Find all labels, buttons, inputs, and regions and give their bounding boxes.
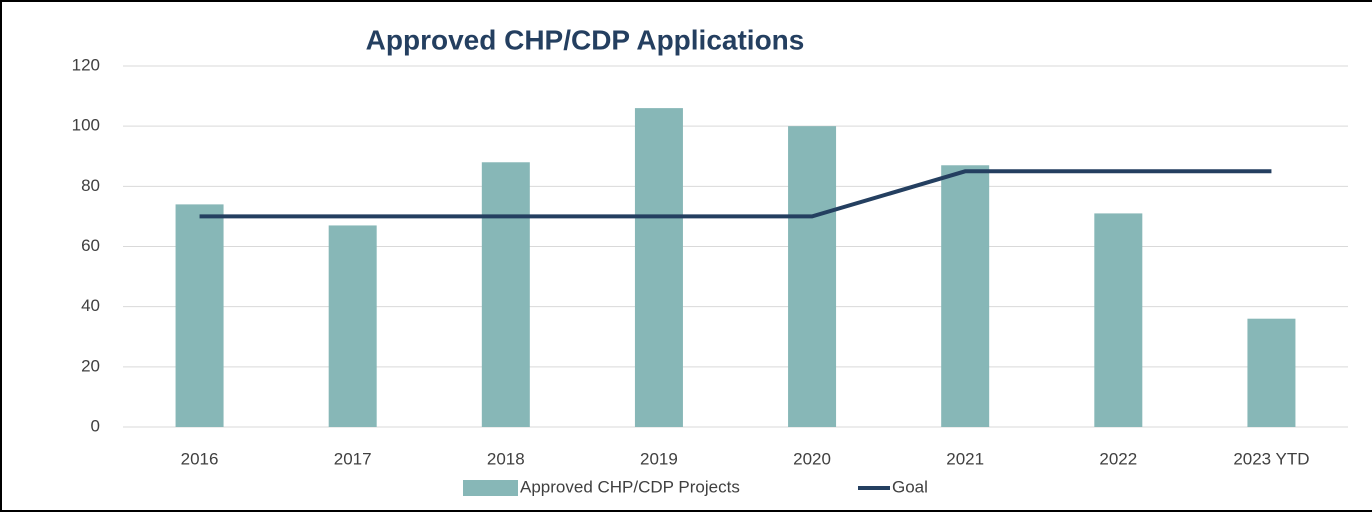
chart-title: Approved CHP/CDP Applications (366, 24, 805, 55)
y-tick-label: 80 (81, 176, 100, 195)
x-tick-label: 2022 (1099, 449, 1137, 468)
y-tick-label: 60 (81, 236, 100, 255)
x-tick-label: 2018 (487, 449, 525, 468)
y-tick-label: 40 (81, 296, 100, 315)
bar (788, 126, 837, 428)
legend-label: Goal (892, 477, 928, 496)
x-tick-label: 2023 YTD (1233, 449, 1309, 468)
bar (175, 204, 224, 427)
bar (328, 225, 377, 427)
bar (634, 108, 683, 427)
bar (1094, 213, 1143, 427)
bar (1247, 318, 1296, 427)
bar (941, 165, 990, 427)
y-tick-label: 20 (81, 356, 100, 375)
x-tick-label: 2016 (181, 449, 219, 468)
bar (481, 162, 530, 427)
legend-label: Approved CHP/CDP Projects (520, 477, 740, 496)
legend-swatch (463, 480, 518, 496)
x-tick-label: 2019 (640, 449, 678, 468)
goal-line (199, 169, 1272, 219)
x-tick-label: 2021 (946, 449, 984, 468)
x-tick-label: 2017 (334, 449, 372, 468)
x-tick-label: 2020 (793, 449, 831, 468)
y-tick-label: 120 (72, 55, 100, 74)
y-tick-label: 0 (91, 416, 100, 435)
y-tick-label: 100 (72, 116, 100, 135)
